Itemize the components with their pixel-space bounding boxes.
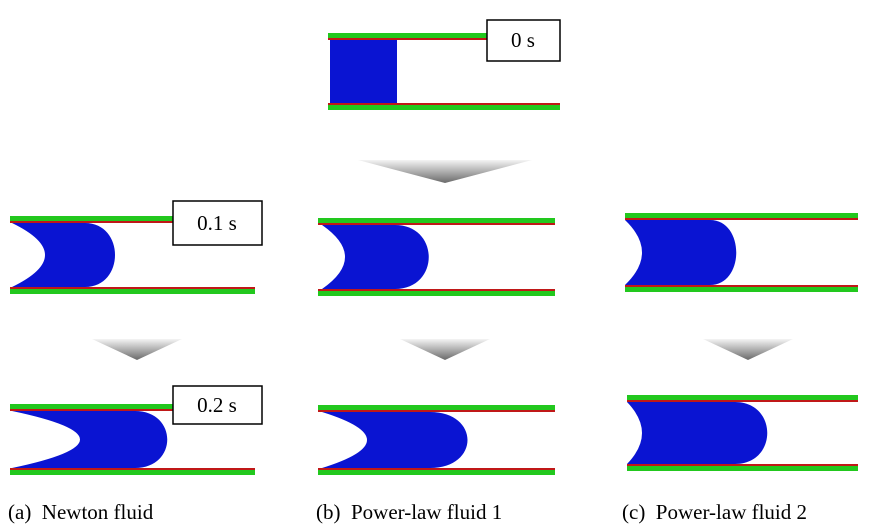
wall	[627, 395, 858, 400]
arrow	[703, 339, 793, 360]
wall	[625, 287, 858, 292]
wall-edge	[318, 410, 555, 412]
fluid	[12, 411, 167, 468]
wall	[627, 466, 858, 471]
caption: (c) Power-law fluid 2	[622, 500, 807, 524]
fluid	[322, 412, 468, 468]
fluid	[12, 223, 115, 287]
wall	[10, 470, 255, 475]
wall-edge	[10, 287, 255, 289]
time-label: 0.2 s	[197, 393, 237, 417]
fluid	[322, 225, 429, 289]
fluid	[330, 40, 397, 103]
fluid	[625, 220, 736, 285]
caption: (a) Newton fluid	[8, 500, 154, 524]
wall-edge	[318, 468, 555, 470]
wall-edge	[328, 103, 560, 105]
time-label: 0.1 s	[197, 211, 237, 235]
wall-edge	[318, 289, 555, 291]
wall-edge	[625, 285, 858, 287]
big-arrow	[358, 160, 532, 183]
channels	[10, 33, 858, 475]
wall-edge	[625, 218, 858, 220]
wall	[318, 291, 555, 296]
wall	[625, 213, 858, 218]
arrow	[92, 339, 182, 360]
wall	[10, 289, 255, 294]
wall-edge	[627, 400, 858, 402]
figure: 0 s 0.1 s 0.2 s (a) Newton fluid (b) Pow…	[0, 0, 872, 532]
wall-edge	[627, 464, 858, 466]
wall	[318, 218, 555, 223]
wall	[328, 105, 560, 110]
caption: (b) Power-law fluid 1	[316, 500, 502, 524]
wall-edge	[318, 223, 555, 225]
wall	[318, 470, 555, 475]
wall-edge	[10, 468, 255, 470]
fluid	[627, 402, 767, 464]
wall	[318, 405, 555, 410]
arrow	[400, 339, 490, 360]
time-label: 0 s	[511, 28, 535, 52]
